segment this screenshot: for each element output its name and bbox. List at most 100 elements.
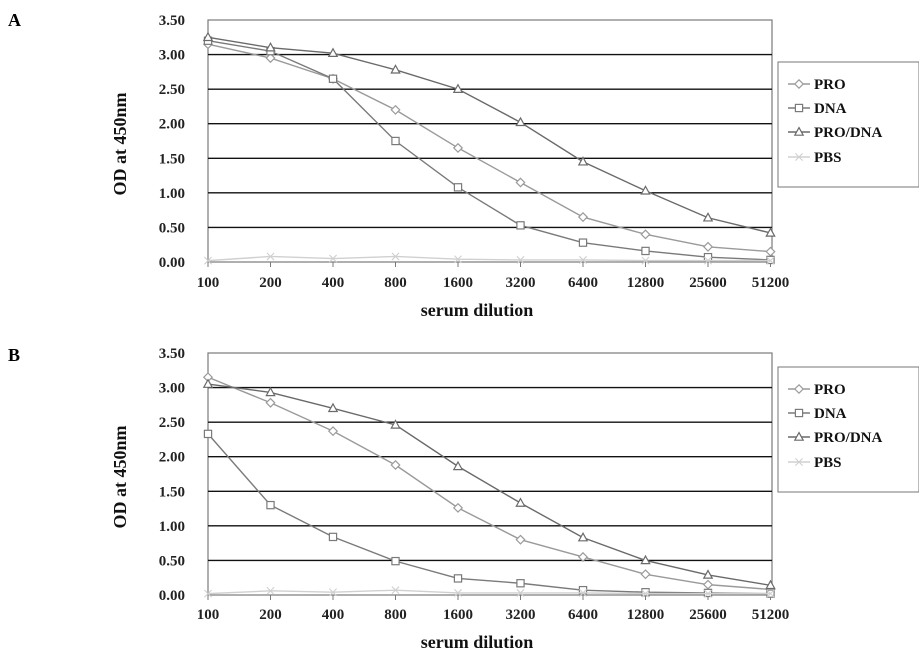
legend-marker [795,153,803,161]
chart-panel-b: B 0.00 0.50 1.00 1.50 2.00 2.50 3.00 3.50 100 200 4… [8,345,919,652]
legend-marker [795,458,803,466]
data-point [641,589,650,598]
panel-label: B [8,345,20,365]
data-point [702,569,714,579]
legend-label: PRO [814,382,846,398]
data-point [204,589,212,598]
y-tick-label: 2.00 [159,117,185,133]
legend-label: PRO/DNA [814,430,882,446]
data-point [265,52,276,64]
panel-label: A [8,10,21,30]
data-point [328,74,338,83]
data-point [266,252,275,261]
x-tick-label: 400 [322,275,345,291]
legend-label: DNA [814,101,847,117]
series-line [207,255,771,262]
data-point [266,586,275,595]
legend-label: PRO/DNA [814,125,882,141]
legend-marker [794,408,804,418]
series-line [207,36,771,234]
x-tick-label: 6400 [568,607,598,623]
data-point [202,378,214,388]
legend-marker [793,431,805,441]
y-tick-label: 1.00 [159,519,185,535]
data-point [702,241,714,252]
data-point [766,256,775,265]
data-point [204,256,212,265]
y-tick-label: 0.00 [159,588,185,604]
data-point [515,497,526,507]
series-line [207,383,771,587]
legend-item: DNA [788,406,847,422]
legend-item: PRO [788,77,846,93]
legend-item: PBS [788,150,842,166]
legend-label: DNA [814,406,847,422]
data-point [578,585,588,595]
data-point [391,586,400,595]
legend: PRO DNA PRO/DNA PBS [777,366,919,493]
y-tick-label: 0.50 [159,220,185,236]
y-tick-label: 1.50 [159,484,185,500]
data-point [327,47,339,57]
data-point [577,212,589,223]
x-tick-label: 800 [384,607,407,623]
y-tick-label: 0.50 [159,553,185,569]
data-point [516,588,525,597]
x-tick-label: 25600 [689,607,727,623]
data-point [577,531,589,542]
data-point [579,255,587,264]
data-point [452,460,464,471]
legend-marker [794,103,804,113]
x-tick-label: 400 [322,607,345,623]
data-point [703,252,713,262]
legend-label: PBS [814,455,842,471]
series-line [207,589,771,595]
data-point [265,397,276,408]
legend-item: PRO [788,382,846,398]
series-pbs [204,586,775,598]
data-point [329,588,337,597]
data-point [453,574,463,583]
data-point [327,426,339,437]
series-dna [203,429,775,598]
data-point [454,588,462,597]
x-tick-label: 100 [197,607,220,623]
data-point [515,116,526,127]
x-tick-label: 6400 [568,275,598,291]
x-tick-label: 1600 [443,275,473,291]
plot-area [207,352,773,596]
data-point [515,534,526,545]
y-tick-label: 1.00 [159,186,185,202]
y-tick-label: 3.00 [159,48,185,64]
y-tick-label: 2.50 [159,82,185,98]
data-point [640,229,651,240]
x-tick-label: 200 [259,275,282,291]
data-point [390,459,401,471]
data-point [641,588,650,597]
data-point [452,142,464,153]
data-point [641,256,650,265]
data-point [579,588,587,597]
legend-item: PRO/DNA [788,430,882,446]
y-tick-label: 3.50 [159,346,185,362]
y-tick-label: 0.00 [159,255,185,271]
data-point [391,556,400,566]
data-point [702,212,714,222]
x-tick-label: 800 [384,275,407,291]
x-tick-label: 51200 [752,607,790,623]
data-point [704,256,712,265]
x-tick-label: 12800 [627,607,665,623]
data-point [766,589,775,598]
data-point [640,185,651,195]
data-point [265,386,276,397]
data-point [265,42,276,52]
x-tick-label: 51200 [752,275,790,291]
x-tick-label: 12800 [627,275,665,291]
data-point [516,579,525,588]
data-point [641,246,650,256]
y-tick-label: 1.50 [159,151,185,167]
x-tick-label: 3200 [506,607,536,623]
y-axis-title: OD at 450nm [110,92,130,195]
data-point [515,177,526,188]
data-point [328,532,338,542]
